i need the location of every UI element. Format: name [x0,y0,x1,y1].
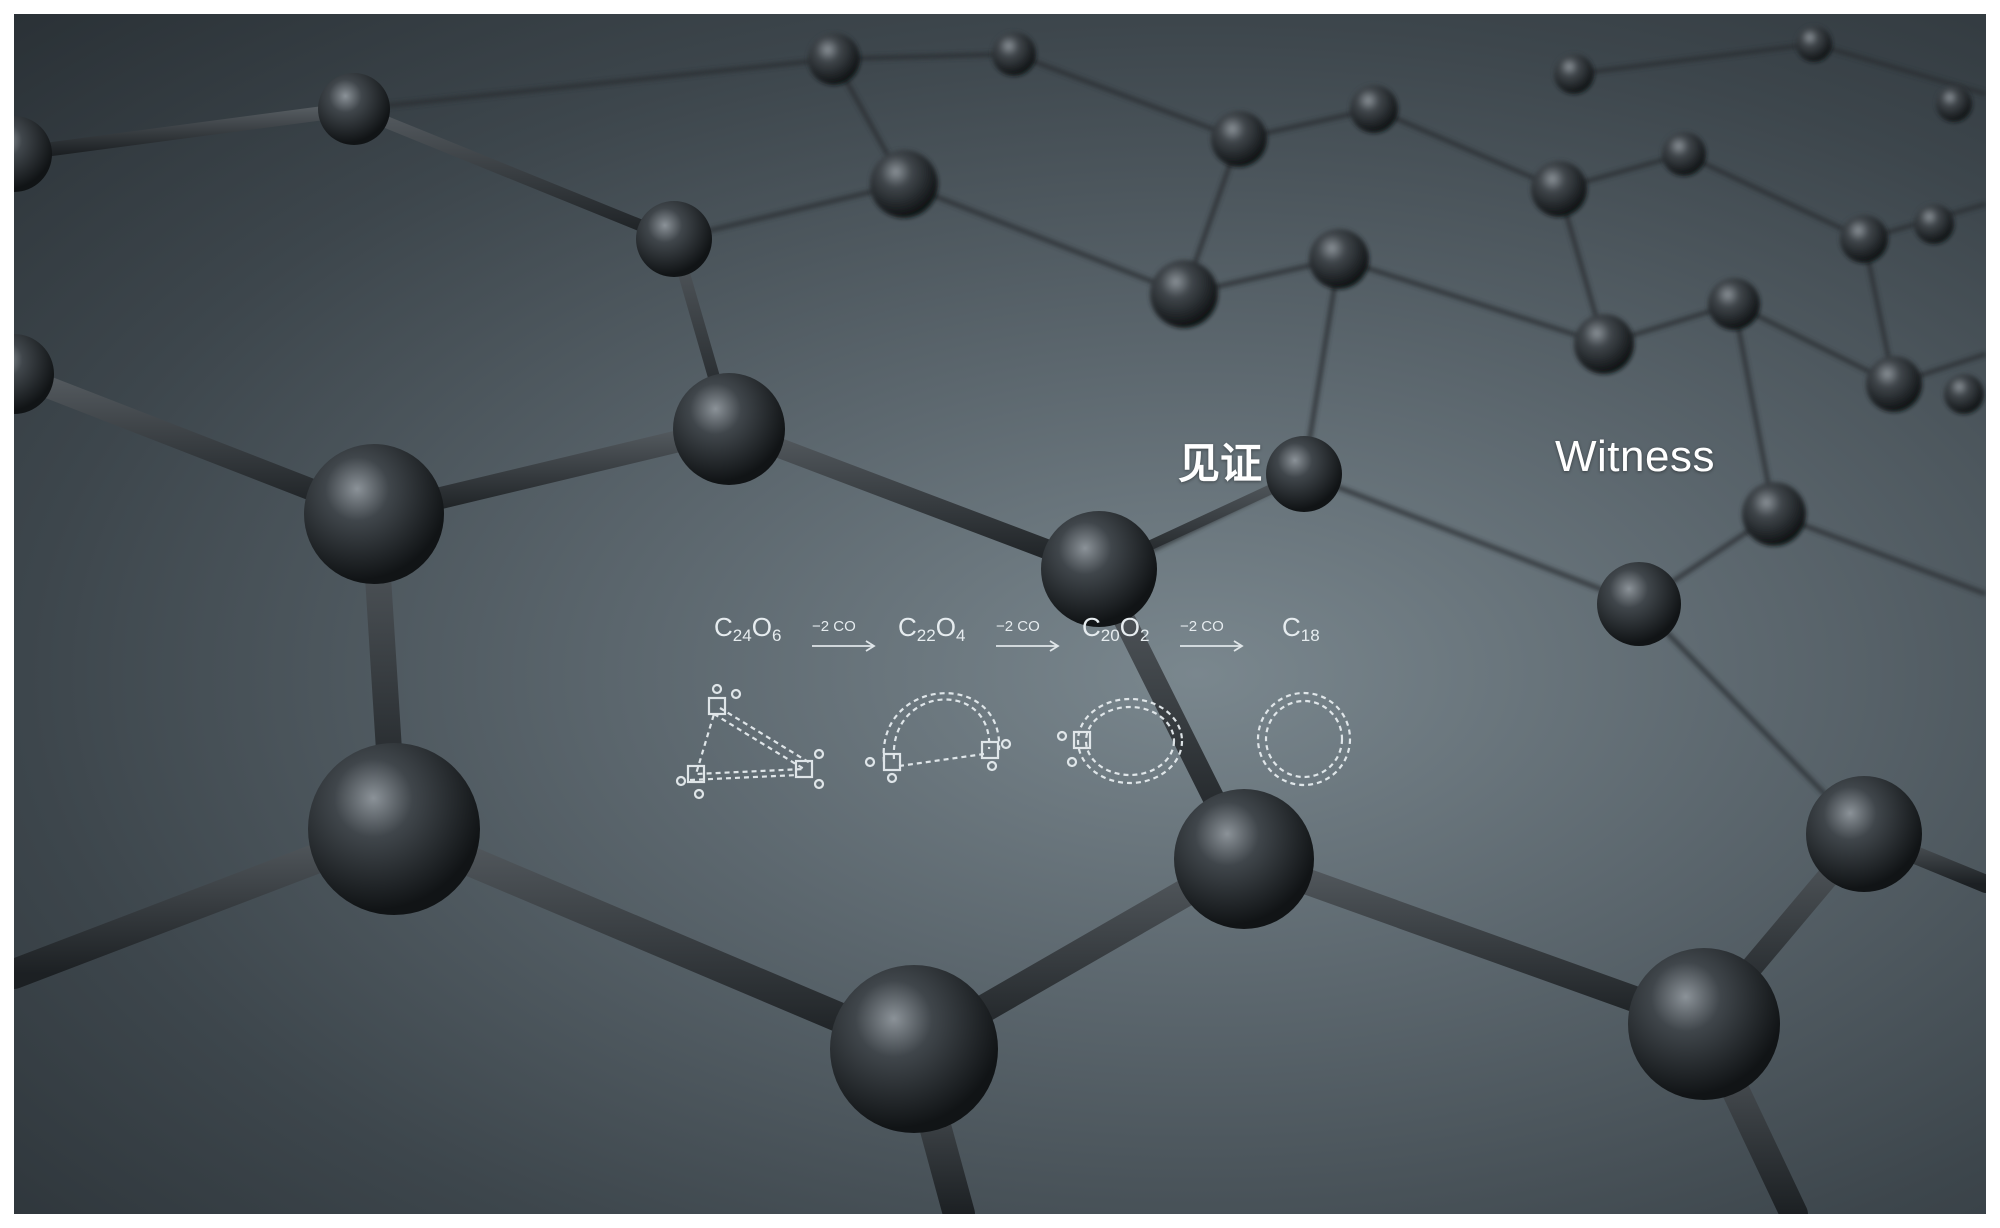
molecule-c22o4 [864,692,1012,784]
graphene-lattice-illustration [14,26,1986,1214]
molecule-c24o6 [675,683,825,800]
formula-c18: C18 [1282,612,1320,645]
arrow-label-3: −2 CO [1180,618,1224,635]
reaction-arrows [812,640,1244,652]
midground-atoms [14,73,1681,646]
background-atoms [808,26,1984,546]
formula-c20o2: C20O2 [1082,612,1150,645]
formula-c24o6: C24O6 [714,612,782,645]
photo-frame [14,14,1986,1214]
molecule-c18 [1256,691,1352,787]
arrow-label-1: −2 CO [812,618,856,635]
foreground-atoms [304,373,1922,1133]
molecule-c20o2 [1056,697,1184,785]
title-english: Witness [1555,432,1715,481]
formula-c22o4: C22O4 [898,612,966,645]
molecule-diagrams [675,640,1352,800]
arrow-label-2: −2 CO [996,618,1040,635]
title-chinese: 见证 [1178,440,1263,487]
